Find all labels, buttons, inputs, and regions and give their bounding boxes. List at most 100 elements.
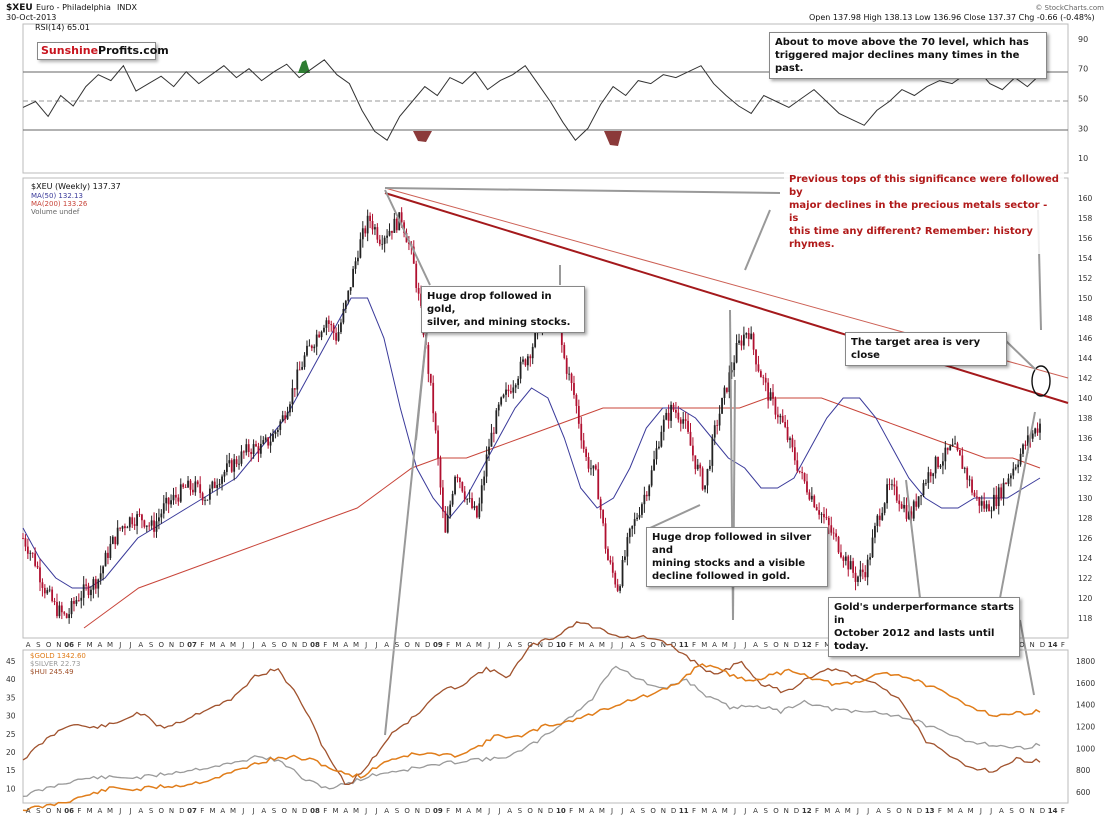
price-bar-body (85, 584, 88, 586)
price-bar-body (522, 359, 524, 362)
price-tick-label: 120 (1078, 594, 1093, 603)
price-bar-body (177, 497, 180, 502)
price-bar-body (412, 246, 415, 264)
price-bar-body (665, 412, 668, 420)
price-bar-body (500, 397, 503, 405)
price-bar-body (789, 438, 791, 440)
x-axis-label: O (527, 807, 533, 815)
price-bar-body (757, 364, 760, 372)
silver-line (22, 665, 1041, 797)
rsi-tick-label: 50 (1078, 95, 1088, 104)
price-bar-body (621, 559, 624, 587)
price-bar-body (158, 517, 160, 522)
price-bar-body (881, 512, 884, 520)
rsi-tick-label: 90 (1078, 35, 1088, 44)
price-bar-body (966, 468, 969, 480)
x-axis-label: D (1040, 641, 1045, 649)
price-bar-body (1019, 453, 1022, 465)
price-bar-body (242, 451, 245, 453)
price-bar-body (497, 404, 500, 411)
price-bar-body (1026, 435, 1029, 446)
price-bar-body (381, 243, 384, 245)
price-bar-body (264, 437, 267, 441)
price-bar-body (830, 525, 833, 533)
price-bar-body (725, 387, 728, 392)
x-axis-label: N (169, 641, 174, 649)
price-bar-body (65, 613, 68, 619)
x-axis-label: M (578, 807, 584, 815)
price-bar-body (645, 494, 648, 497)
rsi-series-line (22, 59, 1041, 141)
x-axis-label: A (589, 641, 594, 649)
x-axis-label: N (784, 807, 789, 815)
x-axis-label: J (497, 641, 500, 649)
x-axis-label: O (896, 807, 902, 815)
price-bar-body (48, 589, 51, 591)
price-bar-body (745, 333, 748, 335)
price-bar-body (206, 499, 209, 501)
price-bar-body (949, 445, 952, 451)
price-bar-body (917, 496, 920, 507)
x-axis-label: J (733, 641, 736, 649)
price-bar-body (36, 565, 39, 568)
x-axis-label: O (159, 641, 165, 649)
price-bar-body (905, 504, 908, 519)
price-bar-body (276, 429, 279, 432)
price-bar-body (194, 481, 197, 493)
price-bar-body (1039, 423, 1041, 433)
price-tick-label: 156 (1078, 234, 1093, 243)
price-bar-body (951, 444, 954, 446)
price-bar-body (662, 419, 665, 432)
price-bar-body (793, 447, 796, 461)
price-bar-body (337, 332, 340, 341)
rsi-tick-label: 70 (1078, 65, 1088, 74)
price-bar-body (772, 392, 774, 399)
x-axis-label: O (650, 641, 656, 649)
x-axis-label: S (36, 641, 41, 649)
price-bar-body (706, 468, 709, 486)
price-bar-body (505, 389, 507, 395)
price-panel-frame (22, 177, 1069, 639)
price-bar-body (437, 430, 439, 459)
price-bar-body (602, 509, 605, 524)
price-bar-body (609, 560, 612, 563)
price-bar-body (313, 346, 316, 349)
x-axis-label: J (620, 807, 623, 815)
price-bar-body (225, 463, 228, 472)
commodities-x-axis: A S O N 06 F M A M J J A S O N D 07 F M A M J J A S O N D 08 F M A M J J A S… (26, 807, 1065, 815)
x-axis-label: S (395, 641, 400, 649)
x-axis-label: 06 (64, 807, 74, 815)
annotation-huge-drop-2008: Huge drop followed in gold, silver, and … (421, 286, 585, 333)
left-tick-label: 35 (6, 693, 16, 702)
header-date: 30-Oct-2013 (6, 13, 56, 22)
price-bar-body (531, 346, 534, 359)
price-bar-body (883, 503, 886, 513)
price-bar-body (925, 482, 927, 484)
price-bar-body (915, 501, 918, 507)
price-bar-body (971, 479, 973, 493)
price-bar-body (524, 359, 527, 366)
price-bar-body (211, 481, 214, 489)
rsi-tick-label: 10 (1078, 154, 1088, 163)
price-bar-body (711, 437, 714, 466)
price-bar-body (818, 510, 821, 515)
x-axis-label: A (220, 807, 225, 815)
x-axis-label: M (722, 641, 728, 649)
legend-ma200: MA(200) 133.26 (31, 200, 88, 208)
x-axis-label: M (332, 807, 338, 815)
price-bar-body (121, 526, 124, 529)
price-bar-body (495, 410, 498, 434)
price-bar-body (272, 434, 274, 442)
x-axis-label: J (129, 641, 132, 649)
x-axis-label: 14 (1048, 807, 1058, 815)
x-axis-label: S (149, 807, 154, 815)
price-bar-body (97, 579, 100, 589)
annotation-huge-drop-2009: Huge drop followed in silver and mining … (646, 527, 828, 587)
price-bar-body (361, 228, 364, 240)
x-axis-label: M (210, 641, 216, 649)
price-bar-body (458, 478, 461, 483)
price-bar-body (366, 215, 369, 234)
price-bar-body (391, 230, 393, 233)
price-bar-body (922, 483, 925, 496)
x-axis-label: M (701, 641, 707, 649)
